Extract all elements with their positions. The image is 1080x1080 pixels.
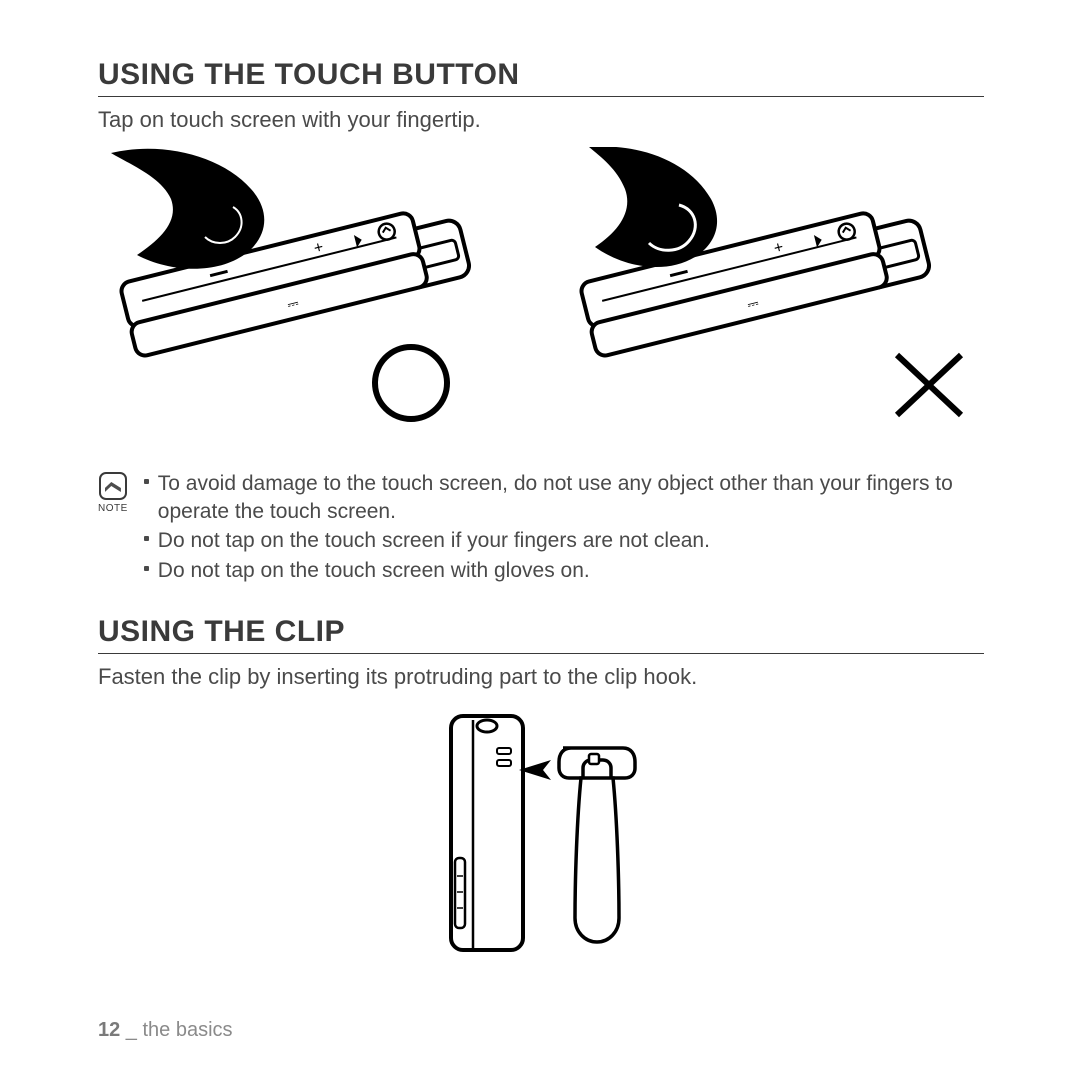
correct-marker-icon [375,347,447,419]
clip-illustration [391,708,691,958]
note-item: Do not tap on the touch screen if your f… [144,527,984,555]
note-item: Do not tap on the touch screen with glov… [144,557,984,585]
section-clip-title: USING THE CLIP [98,615,984,654]
touch-illustration: + ⏵ ⎓ + ⏵ [98,147,984,437]
manual-page: USING THE TOUCH BUTTON Tap on touch scre… [0,0,1080,1080]
wrong-marker-icon [897,355,961,415]
chapter-name: the basics [143,1019,233,1041]
note-list: To avoid damage to the touch screen, do … [144,470,984,587]
page-footer: 12 _ the basics [98,1019,233,1042]
note-label: NOTE [98,503,128,514]
note-block: NOTE To avoid damage to the touch screen… [98,470,984,587]
section-touch-subtitle: Tap on touch screen with your fingertip. [98,107,984,133]
note-icon: NOTE [98,472,128,514]
section-clip-subtitle: Fasten the clip by inserting its protrud… [98,664,984,690]
section-touch-title: USING THE TOUCH BUTTON [98,58,984,97]
footer-sep: _ [120,1019,142,1041]
page-number: 12 [98,1019,120,1041]
note-item: To avoid damage to the touch screen, do … [144,470,984,525]
